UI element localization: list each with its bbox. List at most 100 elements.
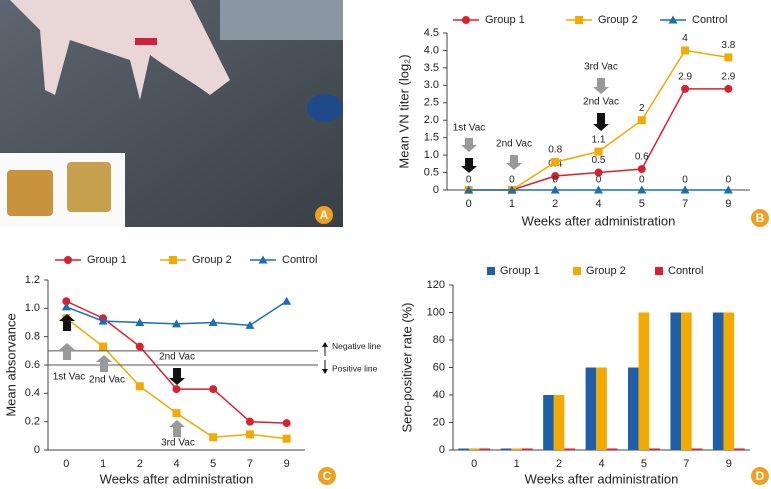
x-tick-label: 5 bbox=[210, 458, 216, 470]
data-point bbox=[245, 417, 254, 426]
y-tick-label: 80 bbox=[433, 334, 445, 346]
legend-label: Group 2 bbox=[192, 254, 232, 266]
annotation: 2nd Vac bbox=[89, 375, 125, 386]
data-point bbox=[135, 318, 145, 326]
bar bbox=[628, 367, 639, 450]
panel-badge bbox=[751, 467, 769, 485]
block bbox=[67, 162, 111, 212]
bar bbox=[691, 448, 703, 450]
x-tick-label: 2 bbox=[556, 458, 562, 470]
annotation-arrow bbox=[169, 420, 185, 437]
data-point bbox=[98, 316, 108, 325]
pig-tag bbox=[135, 38, 157, 45]
y-tick-label: 1.5 bbox=[424, 132, 439, 144]
legend-label: Control bbox=[692, 14, 727, 26]
data-label: 0 bbox=[726, 175, 732, 186]
annotation-arrow bbox=[461, 158, 477, 173]
data-point bbox=[507, 185, 517, 194]
data-label: 0 bbox=[509, 175, 515, 186]
data-point bbox=[282, 434, 291, 443]
data-point bbox=[282, 419, 291, 428]
data-point bbox=[681, 84, 690, 93]
legend-swatch bbox=[573, 267, 581, 275]
block bbox=[7, 170, 53, 216]
legend-swatch bbox=[487, 267, 495, 275]
annotation-arrow bbox=[461, 138, 477, 152]
x-tick-label: 1 bbox=[514, 458, 520, 470]
data-point bbox=[172, 385, 181, 394]
legend-marker bbox=[258, 255, 268, 264]
ref-arrow-head bbox=[322, 369, 328, 374]
data-point bbox=[208, 318, 218, 326]
panel-letter: A bbox=[320, 208, 329, 222]
y-tick-label: 1.2 bbox=[25, 274, 40, 286]
y-tick-label: 4.0 bbox=[424, 44, 439, 56]
data-label: 2.9 bbox=[678, 71, 692, 82]
panel-badge bbox=[318, 467, 336, 485]
data-point bbox=[245, 320, 255, 329]
x-tick-label: 7 bbox=[682, 198, 688, 210]
y-tick-label: 1.0 bbox=[424, 149, 439, 161]
data-label: 0 bbox=[682, 175, 688, 186]
y-tick-label: 2.0 bbox=[424, 114, 439, 126]
annotation-arrow bbox=[506, 155, 522, 170]
data-point bbox=[637, 116, 646, 125]
data-label: 0 bbox=[552, 175, 558, 186]
annotation-arrow bbox=[96, 355, 112, 372]
y-tick-label: 3.5 bbox=[424, 62, 439, 74]
x-tick-label: 1 bbox=[100, 458, 106, 470]
legend-swatch bbox=[655, 267, 663, 275]
data-point bbox=[723, 185, 733, 194]
annotation: 2nd Vac bbox=[583, 97, 619, 108]
legend-label: Control bbox=[282, 254, 317, 266]
data-point bbox=[135, 382, 144, 391]
data-point bbox=[245, 430, 254, 439]
data-point bbox=[637, 165, 646, 174]
y-tick-label: 60 bbox=[433, 361, 445, 373]
annotation-arrow bbox=[59, 343, 75, 360]
data-point bbox=[282, 296, 292, 305]
y-tick-label: 1.0 bbox=[25, 302, 40, 314]
x-tick-label: 4 bbox=[173, 458, 179, 470]
y-tick-label: 3.0 bbox=[424, 79, 439, 91]
x-tick-label: 5 bbox=[639, 198, 645, 210]
y-tick-label: 0.5 bbox=[424, 166, 439, 178]
bar bbox=[670, 312, 682, 450]
legend-label: Group 2 bbox=[598, 14, 638, 26]
data-label: 2 bbox=[639, 103, 645, 114]
data-point bbox=[550, 185, 560, 194]
y-tick-label: 0.4 bbox=[25, 387, 40, 399]
panel-badge bbox=[751, 209, 769, 227]
y-tick-label: 0.2 bbox=[25, 416, 40, 428]
data-label: 2.9 bbox=[721, 71, 735, 82]
bar bbox=[638, 312, 650, 450]
y-tick-label: 0.6 bbox=[25, 359, 40, 371]
x-tick-label: 2 bbox=[137, 458, 143, 470]
x-tick-label: 0 bbox=[466, 198, 472, 210]
x-tick-label: 0 bbox=[63, 458, 69, 470]
y-axis-title: Mean VN titer (log₂) bbox=[396, 54, 411, 168]
data-label: 3.8 bbox=[721, 40, 735, 51]
legend-label: Group 1 bbox=[485, 14, 525, 26]
data-label: 0.5 bbox=[592, 155, 606, 166]
data-point bbox=[62, 297, 71, 306]
annotation-arrow bbox=[593, 78, 609, 94]
data-point bbox=[209, 433, 218, 442]
x-tick-label: 7 bbox=[683, 458, 689, 470]
legend-marker bbox=[64, 256, 72, 264]
x-tick-label: 0 bbox=[471, 458, 477, 470]
legend-marker bbox=[668, 15, 678, 24]
data-point bbox=[61, 302, 71, 311]
x-tick-label: 9 bbox=[725, 198, 731, 210]
data-point bbox=[551, 158, 560, 167]
bar bbox=[500, 448, 512, 450]
legend-marker bbox=[462, 16, 470, 24]
annotation-arrow bbox=[169, 368, 185, 385]
data-label: 0.6 bbox=[635, 152, 649, 163]
data-point bbox=[594, 185, 603, 194]
y-axis-title: Sero-positiver rate (%) bbox=[399, 302, 414, 432]
x-axis-title: Weeks after administration bbox=[100, 471, 254, 486]
annotation: 2nd Vac bbox=[496, 139, 532, 150]
ref-arrow-head bbox=[322, 341, 328, 347]
photo-panel bbox=[0, 0, 343, 227]
